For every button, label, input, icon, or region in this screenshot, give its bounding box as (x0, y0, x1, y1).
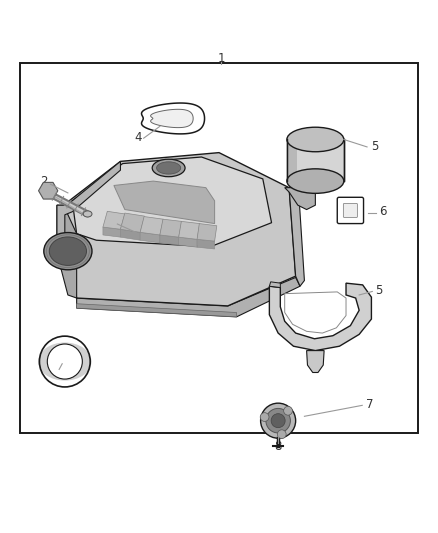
Polygon shape (103, 227, 120, 237)
Polygon shape (269, 282, 280, 287)
Polygon shape (160, 235, 179, 245)
Ellipse shape (83, 211, 92, 217)
Ellipse shape (287, 127, 344, 152)
Circle shape (47, 344, 82, 379)
Polygon shape (269, 283, 371, 351)
Bar (289, 140, 297, 181)
Polygon shape (114, 181, 215, 223)
Polygon shape (197, 223, 217, 241)
Polygon shape (289, 179, 304, 286)
Polygon shape (141, 103, 205, 134)
Circle shape (260, 413, 269, 422)
Polygon shape (120, 229, 140, 240)
Circle shape (284, 406, 293, 415)
Polygon shape (72, 157, 272, 247)
Polygon shape (285, 292, 346, 333)
Polygon shape (64, 152, 296, 306)
Bar (20, 63, 418, 433)
Ellipse shape (157, 162, 180, 174)
Text: 9: 9 (52, 367, 60, 381)
Polygon shape (77, 304, 237, 317)
Polygon shape (57, 161, 120, 258)
Polygon shape (77, 278, 300, 317)
Polygon shape (307, 351, 324, 373)
Text: 3: 3 (108, 216, 115, 229)
Polygon shape (151, 109, 193, 127)
Bar (287, 140, 344, 181)
Ellipse shape (49, 237, 86, 265)
Circle shape (266, 408, 290, 433)
Polygon shape (57, 205, 77, 298)
Polygon shape (103, 211, 125, 229)
Polygon shape (140, 216, 163, 235)
Text: 5: 5 (375, 284, 382, 297)
Ellipse shape (44, 232, 92, 270)
Text: 6: 6 (379, 205, 387, 218)
Ellipse shape (152, 159, 185, 177)
Text: 2: 2 (40, 175, 48, 188)
Polygon shape (120, 213, 145, 232)
Polygon shape (197, 239, 215, 249)
FancyBboxPatch shape (343, 204, 357, 217)
Text: 5: 5 (371, 140, 378, 152)
Text: 7: 7 (366, 398, 374, 411)
Ellipse shape (287, 169, 344, 193)
Circle shape (271, 414, 285, 427)
Polygon shape (160, 219, 182, 237)
Text: 4: 4 (134, 131, 142, 144)
Ellipse shape (38, 343, 92, 381)
Polygon shape (179, 221, 200, 239)
Polygon shape (285, 188, 315, 209)
Text: 1: 1 (217, 52, 225, 65)
Circle shape (277, 430, 286, 439)
Polygon shape (140, 232, 160, 243)
Polygon shape (179, 237, 197, 247)
FancyBboxPatch shape (337, 197, 364, 223)
Circle shape (261, 403, 296, 438)
Text: 8: 8 (275, 440, 282, 454)
